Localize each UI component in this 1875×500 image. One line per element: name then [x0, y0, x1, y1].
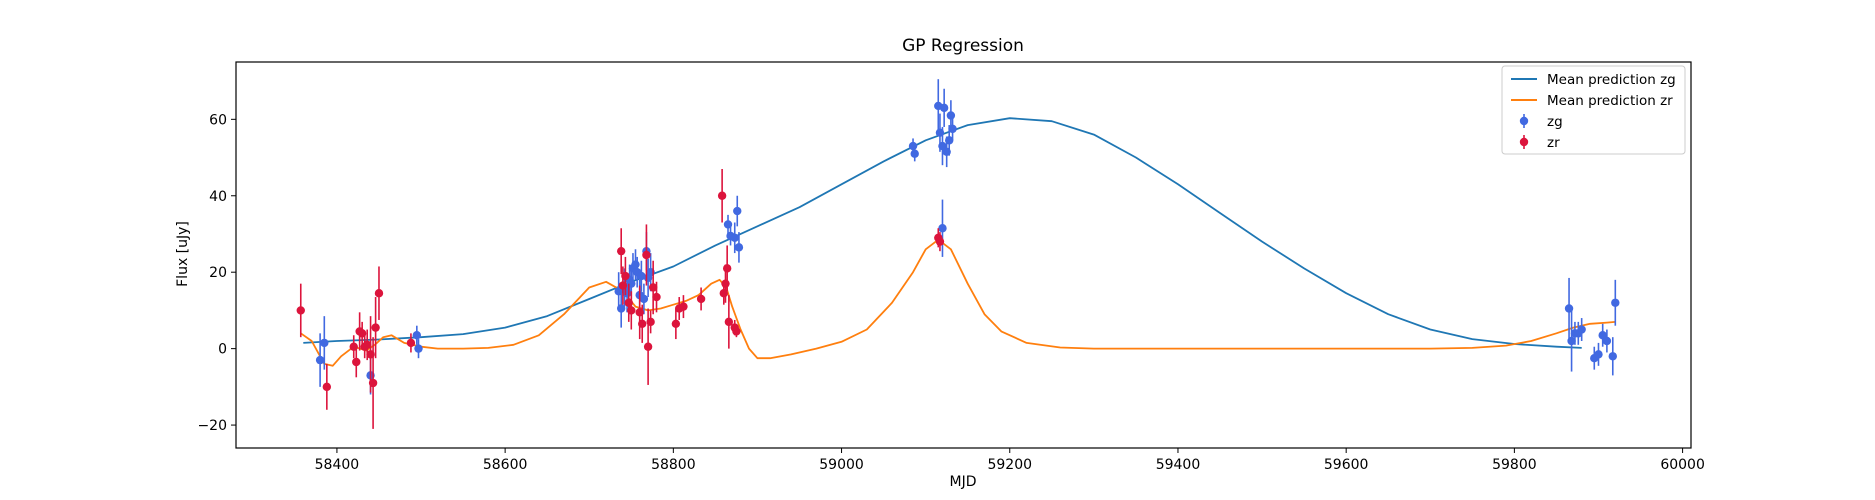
legend-label: zr — [1547, 135, 1560, 151]
marker-zr — [617, 247, 625, 255]
x-tick-label: 59000 — [819, 457, 864, 473]
plot-area — [297, 79, 1620, 429]
marker-zr — [723, 264, 731, 272]
data-point-zr — [718, 169, 726, 223]
marker-zr — [672, 320, 680, 328]
marker-zr — [621, 272, 629, 280]
data-point-zr — [617, 228, 625, 274]
marker-zr — [644, 343, 652, 351]
marker-zr — [371, 323, 379, 331]
legend-label: Mean prediction zr — [1547, 93, 1673, 109]
marker-zr — [369, 379, 377, 387]
marker-zg — [316, 356, 324, 364]
plot-frame — [236, 62, 1691, 448]
series-layer — [297, 79, 1620, 429]
marker-zr — [721, 279, 729, 287]
legend-label: Mean prediction zg — [1547, 72, 1676, 88]
marker-zr — [407, 339, 415, 347]
legend-swatch — [1520, 138, 1528, 146]
marker-zg — [1603, 337, 1611, 345]
x-tick-label: 59600 — [1324, 457, 1369, 473]
marker-zg — [938, 224, 946, 232]
data-point-zg — [940, 89, 948, 127]
marker-zr — [646, 318, 654, 326]
y-tick-label: 20 — [209, 265, 227, 281]
marker-zg — [733, 207, 741, 215]
chart-title: GP Regression — [902, 36, 1024, 56]
marker-zr — [718, 192, 726, 200]
x-tick-label: 58600 — [483, 457, 528, 473]
x-tick-label: 59200 — [987, 457, 1032, 473]
marker-zg — [640, 295, 648, 303]
marker-zg — [1611, 299, 1619, 307]
marker-zg — [947, 111, 955, 119]
marker-zr — [697, 295, 705, 303]
marker-zr — [297, 306, 305, 314]
marker-zr — [652, 293, 660, 301]
marker-zr — [732, 327, 740, 335]
x-tick-label: 60000 — [1660, 457, 1705, 473]
marker-zg — [948, 125, 956, 133]
marker-zr — [642, 251, 650, 259]
x-axis-label: MJD — [950, 474, 977, 490]
marker-zg — [413, 331, 421, 339]
marker-zr — [679, 302, 687, 310]
data-point-zg — [733, 196, 741, 227]
data-point-zr — [297, 284, 305, 338]
marker-zg — [1577, 325, 1585, 333]
x-tick-label: 59400 — [1156, 457, 1201, 473]
data-point-zr — [679, 295, 687, 318]
marker-zr — [375, 289, 383, 297]
marker-zg — [735, 243, 743, 251]
ticks-layer: 58400 58600 58800 59000 59200 59400 59600 59800… — [197, 112, 1704, 473]
x-tick-label: 58800 — [651, 457, 696, 473]
y-tick-label: 40 — [209, 189, 227, 205]
marker-zg — [631, 260, 639, 268]
y-tick-label: 60 — [209, 112, 227, 128]
marker-zg — [909, 142, 917, 150]
y-axis-label: Flux [uJy] — [175, 221, 191, 287]
legend: Mean prediction zg Mean prediction zr zg zr — [1502, 66, 1685, 154]
x-tick-label: 59800 — [1492, 457, 1537, 473]
marker-zg — [1609, 352, 1617, 360]
series-line-zr — [301, 240, 1616, 366]
marker-zg — [940, 104, 948, 112]
marker-zg — [731, 234, 739, 242]
marker-zg — [320, 339, 328, 347]
data-point-zg — [1594, 343, 1602, 366]
y-tick-label: −20 — [197, 418, 227, 434]
marker-zr — [323, 383, 331, 391]
data-point-zr — [323, 364, 331, 410]
marker-zr — [352, 358, 360, 366]
x-tick-label: 58400 — [315, 457, 360, 473]
y-tick-label: 0 — [218, 342, 227, 358]
data-point-zg — [1611, 280, 1619, 326]
marker-zg — [414, 344, 422, 352]
marker-zr — [627, 306, 635, 314]
data-point-zg — [414, 339, 422, 358]
marker-zg — [911, 150, 919, 158]
legend-swatch — [1520, 117, 1528, 125]
marker-zg — [1594, 350, 1602, 358]
legend-label: zg — [1547, 114, 1563, 130]
marker-zr — [638, 320, 646, 328]
marker-zr — [936, 237, 944, 245]
